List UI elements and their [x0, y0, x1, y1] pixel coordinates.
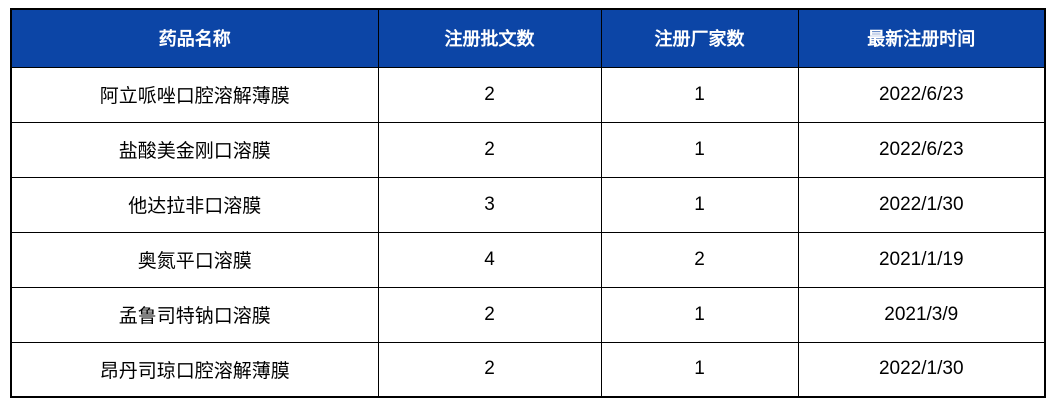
cell-approval-count: 2: [377, 121, 602, 178]
cell-latest-registration-date: 2022/6/23: [797, 66, 1046, 123]
cell-drug-name: 孟鲁司特钠口溶膜: [10, 286, 379, 343]
cell-manufacturer-count: 1: [600, 66, 799, 123]
cell-drug-name: 阿立哌唑口腔溶解薄膜: [10, 66, 379, 123]
cell-approval-count: 3: [377, 176, 602, 233]
table-row: 阿立哌唑口腔溶解薄膜 2 1 2022/6/23: [10, 66, 1046, 123]
table-row: 奥氮平口溶膜 4 2 2021/1/19: [10, 231, 1046, 288]
cell-drug-name: 他达拉非口溶膜: [10, 176, 379, 233]
cell-manufacturer-count: 1: [600, 121, 799, 178]
table-row: 昂丹司琼口腔溶解薄膜 2 1 2022/1/30: [10, 341, 1046, 398]
header-row: 药品名称 注册批文数 注册厂家数 最新注册时间: [10, 8, 1046, 68]
header-cell-manufacturer-count: 注册厂家数: [600, 8, 799, 68]
cell-latest-registration-date: 2021/1/19: [797, 231, 1046, 288]
cell-latest-registration-date: 2022/1/30: [797, 341, 1046, 398]
cell-drug-name: 盐酸美金刚口溶膜: [10, 121, 379, 178]
drug-registration-table-container: 药品名称 注册批文数 注册厂家数 最新注册时间 阿立哌唑口腔溶解薄膜 2 1 2…: [10, 8, 1046, 398]
table-row: 孟鲁司特钠口溶膜 2 1 2021/3/9: [10, 286, 1046, 343]
cell-drug-name: 昂丹司琼口腔溶解薄膜: [10, 341, 379, 398]
table-row: 盐酸美金刚口溶膜 2 1 2022/6/23: [10, 121, 1046, 178]
cell-manufacturer-count: 1: [600, 176, 799, 233]
cell-latest-registration-date: 2022/1/30: [797, 176, 1046, 233]
cell-manufacturer-count: 1: [600, 341, 799, 398]
cell-latest-registration-date: 2021/3/9: [797, 286, 1046, 343]
cell-approval-count: 2: [377, 341, 602, 398]
cell-latest-registration-date: 2022/6/23: [797, 121, 1046, 178]
cell-manufacturer-count: 1: [600, 286, 799, 343]
cell-drug-name: 奥氮平口溶膜: [10, 231, 379, 288]
table-row: 他达拉非口溶膜 3 1 2022/1/30: [10, 176, 1046, 233]
header-cell-drug-name: 药品名称: [10, 8, 379, 68]
cell-approval-count: 2: [377, 66, 602, 123]
header-cell-approval-count: 注册批文数: [377, 8, 602, 68]
header-cell-latest-registration-date: 最新注册时间: [797, 8, 1046, 68]
drug-registration-table: 药品名称 注册批文数 注册厂家数 最新注册时间 阿立哌唑口腔溶解薄膜 2 1 2…: [10, 8, 1046, 398]
cell-approval-count: 4: [377, 231, 602, 288]
cell-manufacturer-count: 2: [600, 231, 799, 288]
cell-approval-count: 2: [377, 286, 602, 343]
